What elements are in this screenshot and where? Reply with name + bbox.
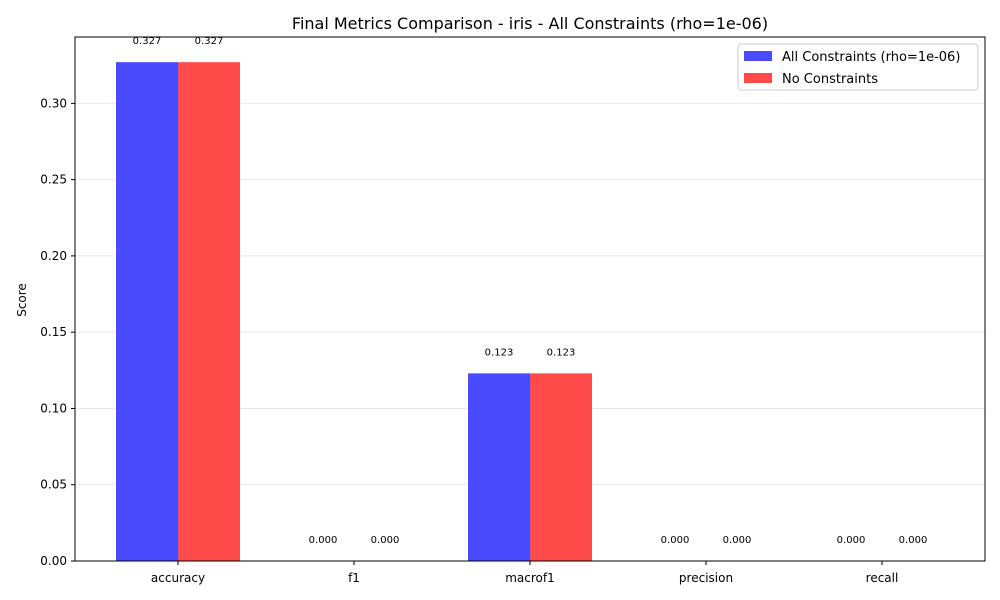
data-label-f1-series-2: 0.000	[371, 535, 400, 546]
data-label-macrof1-series-1: 0.123	[485, 347, 514, 358]
legend-box	[737, 43, 979, 91]
x-axis: accuracy f1 macrof1 precision recall	[151, 561, 898, 585]
legend-label-1: All Constraints (rho=1e-06)	[782, 50, 960, 65]
y-tick-label: 0.10	[40, 401, 67, 415]
x-tick-label-recall: recall	[866, 571, 899, 585]
data-label-f1-series-1: 0.000	[309, 535, 338, 546]
bar-macrof1-series-2	[530, 373, 592, 561]
y-tick-label: 0.30	[40, 96, 67, 110]
y-axis-label: Score	[15, 283, 29, 317]
bar-accuracy-series-2	[178, 62, 240, 561]
data-label-macrof1-series-2: 0.123	[547, 347, 576, 358]
legend-label-2: No Constraints	[782, 72, 878, 87]
y-axis: 0.00 0.05 0.10 0.15 0.20 0.25 0.30	[40, 96, 75, 568]
data-label-precision-series-1: 0.000	[661, 535, 690, 546]
y-tick-label: 0.25	[40, 173, 67, 187]
y-tick-label: 0.20	[40, 249, 67, 263]
x-tick-label-f1: f1	[348, 571, 360, 585]
y-tick-label: 0.05	[40, 478, 67, 492]
x-tick-label-precision: precision	[679, 571, 733, 585]
y-tick-label: 0.00	[40, 554, 67, 568]
data-label-precision-series-2: 0.000	[723, 535, 752, 546]
x-tick-label-macrof1: macrof1	[505, 571, 555, 585]
chart-title: Final Metrics Comparison - iris - All Co…	[292, 14, 768, 33]
y-tick-label: 0.15	[40, 325, 67, 339]
data-label-accuracy-series-2: 0.327	[195, 36, 224, 47]
data-labels: 0.327 0.327 0.000 0.000 0.123 0.123 0.000 0.000…	[133, 36, 928, 546]
data-label-accuracy-series-1: 0.327	[133, 36, 162, 47]
legend-swatch-1	[744, 51, 772, 61]
legend: All Constraints (rho=1e-06) No Constraint…	[737, 43, 979, 91]
legend-swatch-2	[744, 73, 772, 83]
data-label-recall-series-2: 0.000	[899, 535, 928, 546]
bar-accuracy-series-1	[116, 62, 178, 561]
x-tick-label-accuracy: accuracy	[151, 571, 205, 585]
bar-macrof1-series-1	[468, 373, 530, 561]
data-label-recall-series-1: 0.000	[837, 535, 866, 546]
bars	[116, 62, 592, 561]
